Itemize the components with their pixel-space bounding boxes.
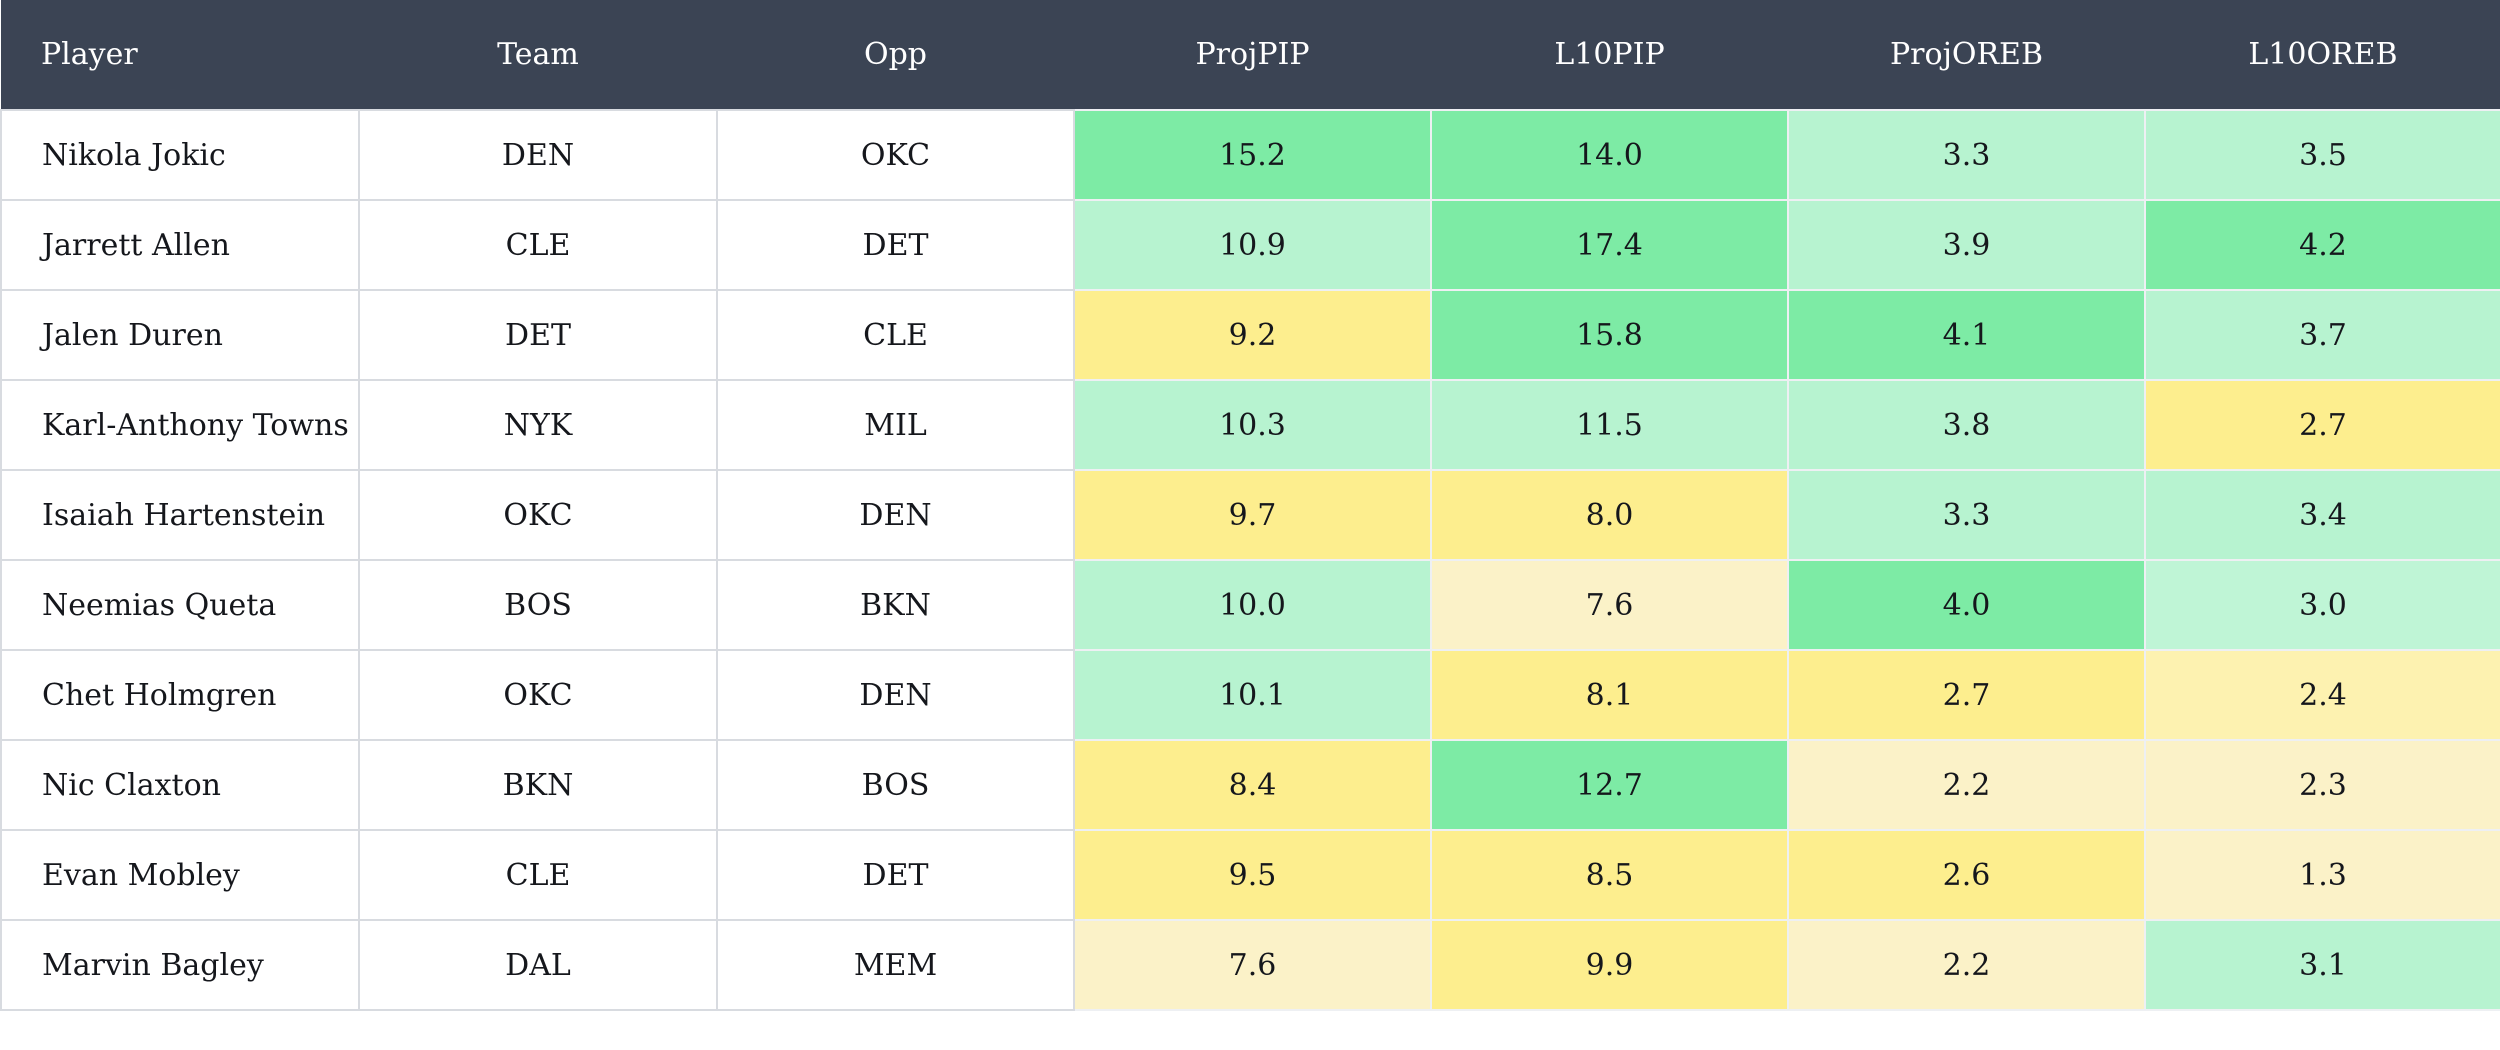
l10pip-cell: 8.5 (1430, 829, 1789, 921)
l10pip-cell: 17.4 (1430, 199, 1789, 291)
table-header-row: Player Team Opp ProjPIP L10PIP ProjOREB … (1, 0, 2500, 110)
projoreb-cell: 4.0 (1787, 559, 2146, 651)
opp-cell: CLE (716, 289, 1075, 381)
opp-cell: MIL (716, 379, 1075, 471)
projoreb-cell: 2.7 (1787, 649, 2146, 741)
team-cell: DET (358, 289, 718, 381)
projoreb-cell: 4.1 (1787, 289, 2146, 381)
projoreb-cell: 2.2 (1787, 739, 2146, 831)
table-row: Jalen Duren DET CLE 9.2 15.8 4.1 3.7 (0, 289, 2500, 381)
projpip-cell: 9.5 (1073, 829, 1432, 921)
l10pip-cell: 8.0 (1430, 469, 1789, 561)
team-cell: BOS (358, 559, 718, 651)
projpip-cell: 9.2 (1073, 289, 1432, 381)
team-cell: NYK (358, 379, 718, 471)
l10pip-cell: 8.1 (1430, 649, 1789, 741)
l10oreb-cell: 3.0 (2144, 559, 2500, 651)
projpip-cell: 10.1 (1073, 649, 1432, 741)
player-cell: Jalen Duren (0, 289, 360, 381)
player-cell: Jarrett Allen (0, 199, 360, 291)
team-cell: CLE (358, 829, 718, 921)
projpip-cell: 9.7 (1073, 469, 1432, 561)
projpip-cell: 7.6 (1073, 919, 1432, 1011)
table-row: Neemias Queta BOS BKN 10.0 7.6 4.0 3.0 (0, 559, 2500, 651)
table-row: Karl-Anthony Towns NYK MIL 10.3 11.5 3.8… (0, 379, 2500, 471)
team-cell: BKN (358, 739, 718, 831)
l10pip-cell: 12.7 (1430, 739, 1789, 831)
l10pip-cell: 9.9 (1430, 919, 1789, 1011)
team-cell: OKC (358, 469, 718, 561)
column-header-team[interactable]: Team (359, 0, 717, 110)
column-header-projpip[interactable]: ProjPIP (1074, 0, 1431, 110)
player-cell: Karl-Anthony Towns (0, 379, 360, 471)
opp-cell: MEM (716, 919, 1075, 1011)
opp-cell: BKN (716, 559, 1075, 651)
projoreb-cell: 2.6 (1787, 829, 2146, 921)
opp-cell: DEN (716, 649, 1075, 741)
projoreb-cell: 2.2 (1787, 919, 2146, 1011)
table-row: Isaiah Hartenstein OKC DEN 9.7 8.0 3.3 3… (0, 469, 2500, 561)
projpip-cell: 10.3 (1073, 379, 1432, 471)
projoreb-cell: 3.3 (1787, 109, 2146, 201)
opp-cell: DET (716, 829, 1075, 921)
projoreb-cell: 3.9 (1787, 199, 2146, 291)
table-row: Nic Claxton BKN BOS 8.4 12.7 2.2 2.3 (0, 739, 2500, 831)
column-header-player[interactable]: Player (1, 0, 359, 110)
projpip-cell: 10.0 (1073, 559, 1432, 651)
table-row: Nikola Jokic DEN OKC 15.2 14.0 3.3 3.5 (0, 109, 2500, 201)
team-cell: DEN (358, 109, 718, 201)
l10oreb-cell: 2.3 (2144, 739, 2500, 831)
projoreb-cell: 3.8 (1787, 379, 2146, 471)
column-header-l10oreb[interactable]: L10OREB (2145, 0, 2500, 110)
projpip-cell: 10.9 (1073, 199, 1432, 291)
team-cell: DAL (358, 919, 718, 1011)
table-row: Jarrett Allen CLE DET 10.9 17.4 3.9 4.2 (0, 199, 2500, 291)
projpip-cell: 15.2 (1073, 109, 1432, 201)
l10oreb-cell: 2.4 (2144, 649, 2500, 741)
column-header-projoreb[interactable]: ProjOREB (1788, 0, 2145, 110)
player-projections-table: Player Team Opp ProjPIP L10PIP ProjOREB … (0, 0, 2500, 1011)
player-cell: Marvin Bagley (0, 919, 360, 1011)
l10oreb-cell: 1.3 (2144, 829, 2500, 921)
l10oreb-cell: 3.4 (2144, 469, 2500, 561)
l10oreb-cell: 3.7 (2144, 289, 2500, 381)
table-row: Marvin Bagley DAL MEM 7.6 9.9 2.2 3.1 (0, 919, 2500, 1011)
l10oreb-cell: 3.5 (2144, 109, 2500, 201)
l10oreb-cell: 2.7 (2144, 379, 2500, 471)
l10pip-cell: 11.5 (1430, 379, 1789, 471)
l10pip-cell: 14.0 (1430, 109, 1789, 201)
projoreb-cell: 3.3 (1787, 469, 2146, 561)
player-cell: Neemias Queta (0, 559, 360, 651)
opp-cell: DEN (716, 469, 1075, 561)
opp-cell: DET (716, 199, 1075, 291)
opp-cell: BOS (716, 739, 1075, 831)
table-row: Chet Holmgren OKC DEN 10.1 8.1 2.7 2.4 (0, 649, 2500, 741)
player-cell: Nikola Jokic (0, 109, 360, 201)
player-cell: Evan Mobley (0, 829, 360, 921)
l10oreb-cell: 3.1 (2144, 919, 2500, 1011)
team-cell: CLE (358, 199, 718, 291)
team-cell: OKC (358, 649, 718, 741)
l10pip-cell: 15.8 (1430, 289, 1789, 381)
opp-cell: OKC (716, 109, 1075, 201)
l10pip-cell: 7.6 (1430, 559, 1789, 651)
column-header-opp[interactable]: Opp (717, 0, 1074, 110)
column-header-l10pip[interactable]: L10PIP (1431, 0, 1788, 110)
table-row: Evan Mobley CLE DET 9.5 8.5 2.6 1.3 (0, 829, 2500, 921)
projpip-cell: 8.4 (1073, 739, 1432, 831)
player-cell: Isaiah Hartenstein (0, 469, 360, 561)
player-cell: Nic Claxton (0, 739, 360, 831)
player-cell: Chet Holmgren (0, 649, 360, 741)
l10oreb-cell: 4.2 (2144, 199, 2500, 291)
